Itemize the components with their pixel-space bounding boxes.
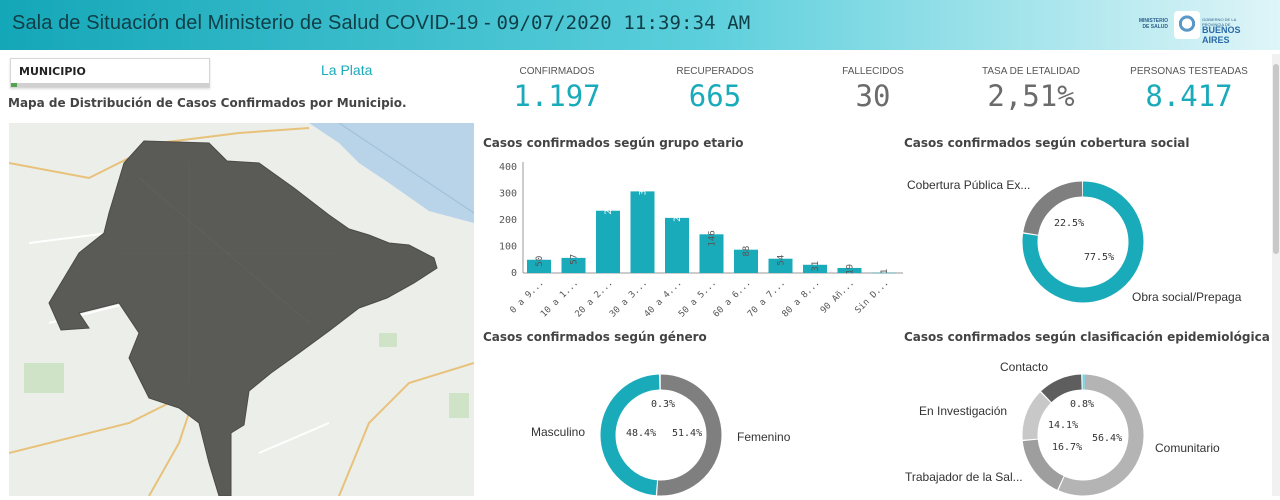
- logo-ministry-text: MINISTERIO DE SALUD: [1138, 18, 1168, 30]
- donut-slice[interactable]: [1022, 181, 1144, 303]
- logo-province-text: BUENOS AIRES: [1202, 25, 1241, 45]
- bar[interactable]: [699, 234, 724, 273]
- bar[interactable]: [837, 267, 862, 273]
- epi-label-comunitario: Comunitario: [1155, 441, 1220, 455]
- epi-label-contacto: Contacto: [1000, 360, 1049, 374]
- donut-ring: [1022, 181, 1144, 303]
- epi-donut-chart[interactable]: [1018, 370, 1148, 500]
- kpi-personas-testeadas: PERSONAS TESTEADAS 8.417: [1114, 66, 1264, 113]
- x-tick-label: 90 Añ...: [819, 278, 857, 316]
- map-canvas[interactable]: [9, 123, 474, 496]
- filter-selection-fill: [11, 83, 17, 87]
- title-timestamp: 09/07/2020 11:39:34 AM: [496, 12, 751, 34]
- title-text: Sala de Situación del Ministerio de Salu…: [12, 12, 497, 34]
- y-tick-label: 400: [499, 162, 517, 173]
- page-scrollbar[interactable]: [1272, 54, 1280, 496]
- la-plata-region[interactable]: [48, 140, 438, 496]
- kpi-value: 1.197: [513, 79, 601, 113]
- municipio-filter-label: MUNICIPIO: [19, 65, 86, 78]
- bar[interactable]: [665, 217, 689, 273]
- header-bar: Sala de Situación del Ministerio de Salu…: [0, 0, 1280, 50]
- y-tick-label: 300: [499, 189, 517, 200]
- ministry-logo: MINISTERIO DE SALUD GOBIERNO DE LA PROVI…: [1134, 10, 1258, 45]
- bar-data-label: 50: [535, 256, 545, 267]
- bar[interactable]: [768, 258, 793, 273]
- bar[interactable]: [872, 272, 896, 274]
- bar-data-label: 146: [708, 230, 718, 246]
- coverage-pct-obra-social: 77.5%: [1084, 252, 1115, 263]
- page-title: Sala de Situación del Ministerio de Salu…: [12, 12, 750, 35]
- bar-data-label: 88: [742, 246, 752, 257]
- selected-municipio[interactable]: La Plata: [321, 62, 373, 78]
- bar[interactable]: [630, 191, 655, 273]
- epi-pct-other: 0.8%: [1070, 399, 1095, 410]
- bar-data-label: 19: [846, 264, 856, 275]
- kpi-label: CONFIRMADOS: [519, 66, 595, 77]
- kpi-value: 8.417: [1145, 79, 1233, 113]
- age-chart-title: Casos confirmados según grupo etario: [483, 136, 744, 150]
- kpi-value: 2,51%: [987, 79, 1075, 113]
- y-tick-label: 200: [499, 215, 517, 226]
- river-water: [309, 123, 474, 223]
- gender-chart-title: Casos confirmados según género: [483, 330, 707, 344]
- bar-data-label: 57: [570, 254, 580, 265]
- logo-government-text: GOBIERNO DE LA PROVINCIA DE: [1202, 17, 1237, 27]
- kpi-label: PERSONAS TESTEADAS: [1130, 66, 1248, 77]
- donut-slice[interactable]: [1022, 374, 1144, 496]
- coverage-label-obra-social: Obra social/Prepaga: [1132, 290, 1242, 304]
- kpi-label: TASA DE LETALIDAD: [982, 66, 1080, 77]
- coverage-chart-title: Casos confirmados según cobertura social: [904, 136, 1190, 150]
- kpi-value: 30: [855, 79, 891, 113]
- donut-ring: [600, 374, 722, 496]
- gender-label-masculino: Masculino: [531, 425, 586, 439]
- gender-pct-femenino: 51.4%: [672, 428, 703, 439]
- bar-data-label: 31: [811, 261, 821, 272]
- bar[interactable]: [561, 257, 586, 273]
- kpi-label: FALLECIDOS: [842, 66, 904, 77]
- filter-selection-bar: [11, 83, 209, 87]
- bar[interactable]: [596, 210, 620, 273]
- coverage-label-publica: Cobertura Pública Ex...: [907, 178, 1031, 192]
- gender-pct-other: 0.3%: [651, 399, 676, 410]
- province-seal-icon: [1174, 11, 1200, 39]
- coverage-pct-publica: 22.5%: [1054, 218, 1085, 229]
- kpi-recuperados: RECUPERADOS 665: [640, 66, 790, 113]
- bar[interactable]: [803, 264, 827, 273]
- gender-pct-masculino: 48.4%: [626, 428, 657, 439]
- kpi-fallecidos: FALLECIDOS 30: [798, 66, 948, 113]
- gender-donut-chart[interactable]: [596, 370, 726, 500]
- bar-data-label: 54: [777, 255, 787, 266]
- map-title: Mapa de Distribución de Casos Confirmado…: [8, 96, 407, 110]
- x-tick-label: Sin D...: [853, 278, 891, 316]
- y-tick-label: 100: [499, 242, 517, 253]
- epi-label-trabajador: Trabajador de la Sal...: [905, 470, 1023, 484]
- bar-data-label: 235: [604, 198, 614, 214]
- scrollbar-thumb[interactable]: [1273, 64, 1279, 254]
- kpi-label: RECUPERADOS: [676, 66, 754, 77]
- donut-slice[interactable]: [600, 374, 722, 496]
- bar-data-label: 1: [880, 269, 890, 274]
- bar-data-label: 208: [673, 206, 683, 222]
- y-tick-label: 0: [511, 268, 517, 279]
- epi-pct-comunitario: 56.4%: [1092, 433, 1123, 444]
- kpi-tasa-letalidad: TASA DE LETALIDAD 2,51%: [956, 66, 1106, 113]
- epi-pct-investigacion: 14.1%: [1048, 420, 1079, 431]
- epi-chart-title: Casos confirmados según clasificación ep…: [904, 330, 1270, 344]
- kpi-value: 665: [688, 79, 742, 113]
- cases-map[interactable]: [9, 123, 474, 496]
- donut-ring: [1022, 374, 1144, 496]
- bar[interactable]: [527, 259, 551, 273]
- bar-data-label: 308: [639, 179, 649, 195]
- epi-pct-trabajador: 16.7%: [1052, 442, 1083, 453]
- bar[interactable]: [734, 249, 758, 273]
- gender-label-femenino: Femenino: [737, 430, 791, 444]
- x-tick-label: 80 a 8...: [781, 278, 823, 320]
- kpi-confirmados: CONFIRMADOS 1.197: [482, 66, 632, 113]
- municipio-filter[interactable]: MUNICIPIO: [10, 58, 210, 88]
- donut-slice[interactable]: [600, 374, 722, 496]
- epi-label-investigacion: En Investigación: [919, 404, 1008, 418]
- donut-slice[interactable]: [1022, 374, 1144, 496]
- coverage-donut-chart[interactable]: [1018, 177, 1148, 307]
